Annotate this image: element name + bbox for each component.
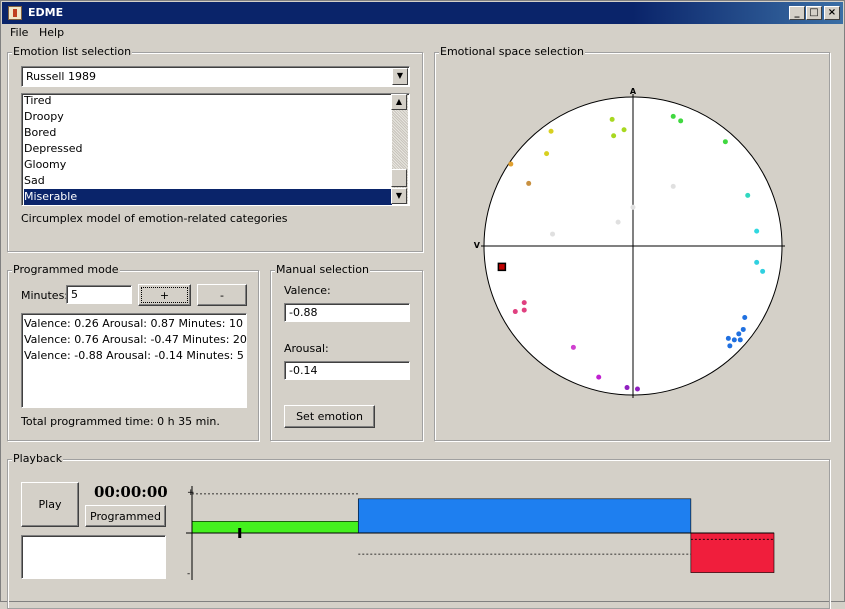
emotion-point[interactable]: [678, 118, 684, 124]
timeline-valence-segment: [357, 498, 692, 534]
minutes-value: 5: [71, 288, 78, 301]
programmed-entry[interactable]: Valence: 0.76 Arousal: -0.47 Minutes: 20: [24, 333, 247, 346]
emotion-point[interactable]: [521, 307, 527, 313]
window-title: EDME: [28, 6, 64, 19]
programmed-entries-list[interactable]: Valence: 0.26 Arousal: 0.87 Minutes: 10 …: [21, 313, 247, 408]
emotional-space-group: Emotional space selection A V: [434, 45, 830, 441]
valence-input[interactable]: -0.88: [284, 303, 410, 322]
emotion-list-item[interactable]: Miserable: [24, 189, 392, 205]
emotion-point[interactable]: [526, 180, 532, 186]
minutes-input[interactable]: 5: [66, 285, 132, 304]
playback-timeline[interactable]: + -: [178, 478, 788, 588]
scroll-up-icon[interactable]: ▲: [391, 94, 407, 110]
arousal-input[interactable]: -0.14: [284, 361, 410, 380]
emotion-point[interactable]: [725, 335, 731, 341]
emotion-point[interactable]: [634, 386, 640, 392]
programmed-mode-group-title: Programmed mode: [12, 263, 120, 277]
mode-button[interactable]: Programmed: [85, 505, 166, 527]
emotion-point[interactable]: [722, 139, 728, 145]
scroll-thumb[interactable]: [391, 169, 407, 187]
emotion-point[interactable]: [727, 343, 733, 349]
selected-emotion-marker[interactable]: [497, 262, 507, 272]
emotion-point[interactable]: [508, 161, 514, 167]
emotion-list[interactable]: Tired Droopy Bored Depressed Gloomy Sad Misera…: [21, 93, 410, 206]
emotion-list-item[interactable]: Depressed: [24, 142, 83, 155]
emotion-list-item[interactable]: Gloomy: [24, 158, 67, 171]
manual-selection-group-title: Manual selection: [275, 263, 370, 277]
play-button[interactable]: Play: [21, 482, 79, 527]
emotion-list-group: Emotion list selection Russell 1989 ▼ Ti…: [7, 45, 423, 252]
maximize-button[interactable]: □: [806, 6, 822, 20]
add-entry-button[interactable]: +: [138, 284, 191, 306]
emotion-model-select[interactable]: Russell 1989 ▼: [21, 66, 410, 87]
emotional-space-group-title: Emotional space selection: [439, 45, 585, 59]
emotion-point[interactable]: [754, 228, 760, 234]
emotion-point[interactable]: [630, 204, 636, 210]
menu-file[interactable]: File: [10, 26, 29, 39]
valence-value: -0.88: [289, 306, 318, 319]
emotion-point[interactable]: [731, 337, 737, 343]
emotion-list-group-title: Emotion list selection: [12, 45, 133, 59]
java-app-icon: [8, 6, 22, 20]
emotion-point[interactable]: [624, 385, 630, 391]
emotion-list-item[interactable]: Bored: [24, 126, 57, 139]
set-emotion-button[interactable]: Set emotion: [284, 405, 375, 428]
programmed-entry[interactable]: Valence: -0.88 Arousal: -0.14 Minutes: 5: [24, 349, 244, 362]
close-button[interactable]: ×: [824, 6, 840, 20]
emotion-point[interactable]: [737, 337, 743, 343]
menu-bar: File Help: [2, 24, 843, 42]
emotion-model-value: Russell 1989: [26, 70, 96, 83]
playback-clock: 00:00:00: [94, 483, 168, 501]
emotion-point[interactable]: [740, 326, 746, 332]
emotion-point[interactable]: [742, 315, 748, 321]
emotion-point[interactable]: [621, 127, 627, 133]
valence-label: Valence:: [284, 284, 331, 297]
arousal-axis-label: A: [630, 87, 637, 96]
valence-axis-label: V: [474, 241, 481, 250]
emotion-point[interactable]: [550, 231, 556, 237]
minimize-button[interactable]: _: [789, 6, 805, 20]
emotion-point[interactable]: [736, 331, 742, 337]
manual-selection-group: Manual selection Valence: -0.88 Arousal:…: [270, 263, 423, 441]
emotion-point[interactable]: [670, 113, 676, 119]
emotion-point[interactable]: [570, 344, 576, 350]
minutes-label: Minutes:: [21, 289, 69, 302]
emotion-point[interactable]: [754, 259, 760, 265]
total-programmed-time: Total programmed time: 0 h 35 min.: [21, 415, 220, 428]
emotion-point[interactable]: [521, 300, 527, 306]
emotion-list-item[interactable]: Sad: [24, 174, 45, 187]
dropdown-arrow-icon[interactable]: ▼: [392, 68, 408, 85]
remove-entry-button[interactable]: -: [197, 284, 247, 306]
arousal-value: -0.14: [289, 364, 318, 377]
emotion-point[interactable]: [615, 219, 621, 225]
emotion-list-item[interactable]: Droopy: [24, 110, 64, 123]
title-bar: EDME _ □ ×: [2, 2, 843, 24]
emotional-space-canvas[interactable]: A V: [435, 53, 829, 440]
timeline-valence-segment: [191, 520, 359, 534]
emotion-point[interactable]: [609, 116, 615, 122]
emotion-point[interactable]: [611, 133, 617, 139]
model-description: Circumplex model of emotion-related cate…: [21, 212, 288, 225]
arousal-label: Arousal:: [284, 342, 329, 355]
emotion-point[interactable]: [544, 151, 550, 157]
emotion-point[interactable]: [548, 128, 554, 134]
emotion-point[interactable]: [760, 268, 766, 274]
playback-group: Playback Play 00:00:00 Programmed + -: [7, 452, 830, 609]
emotion-point[interactable]: [512, 309, 518, 315]
emotion-point[interactable]: [745, 192, 751, 198]
emotion-point[interactable]: [670, 183, 676, 189]
timeline-plus-label: +: [187, 488, 195, 498]
timeline-minus-label: -: [187, 569, 190, 579]
list-scrollbar[interactable]: ▲ ▼: [391, 94, 408, 204]
emotion-list-item[interactable]: Tired: [24, 94, 52, 107]
menu-help[interactable]: Help: [39, 26, 65, 39]
programmed-mode-group: Programmed mode Minutes: 5 + - Valence: …: [7, 263, 259, 441]
playback-status-field[interactable]: [21, 535, 166, 579]
emotion-point[interactable]: [596, 374, 602, 380]
scroll-down-icon[interactable]: ▼: [391, 188, 407, 204]
programmed-entry[interactable]: Valence: 0.26 Arousal: 0.87 Minutes: 10: [24, 317, 243, 330]
playback-group-title: Playback: [12, 452, 64, 466]
